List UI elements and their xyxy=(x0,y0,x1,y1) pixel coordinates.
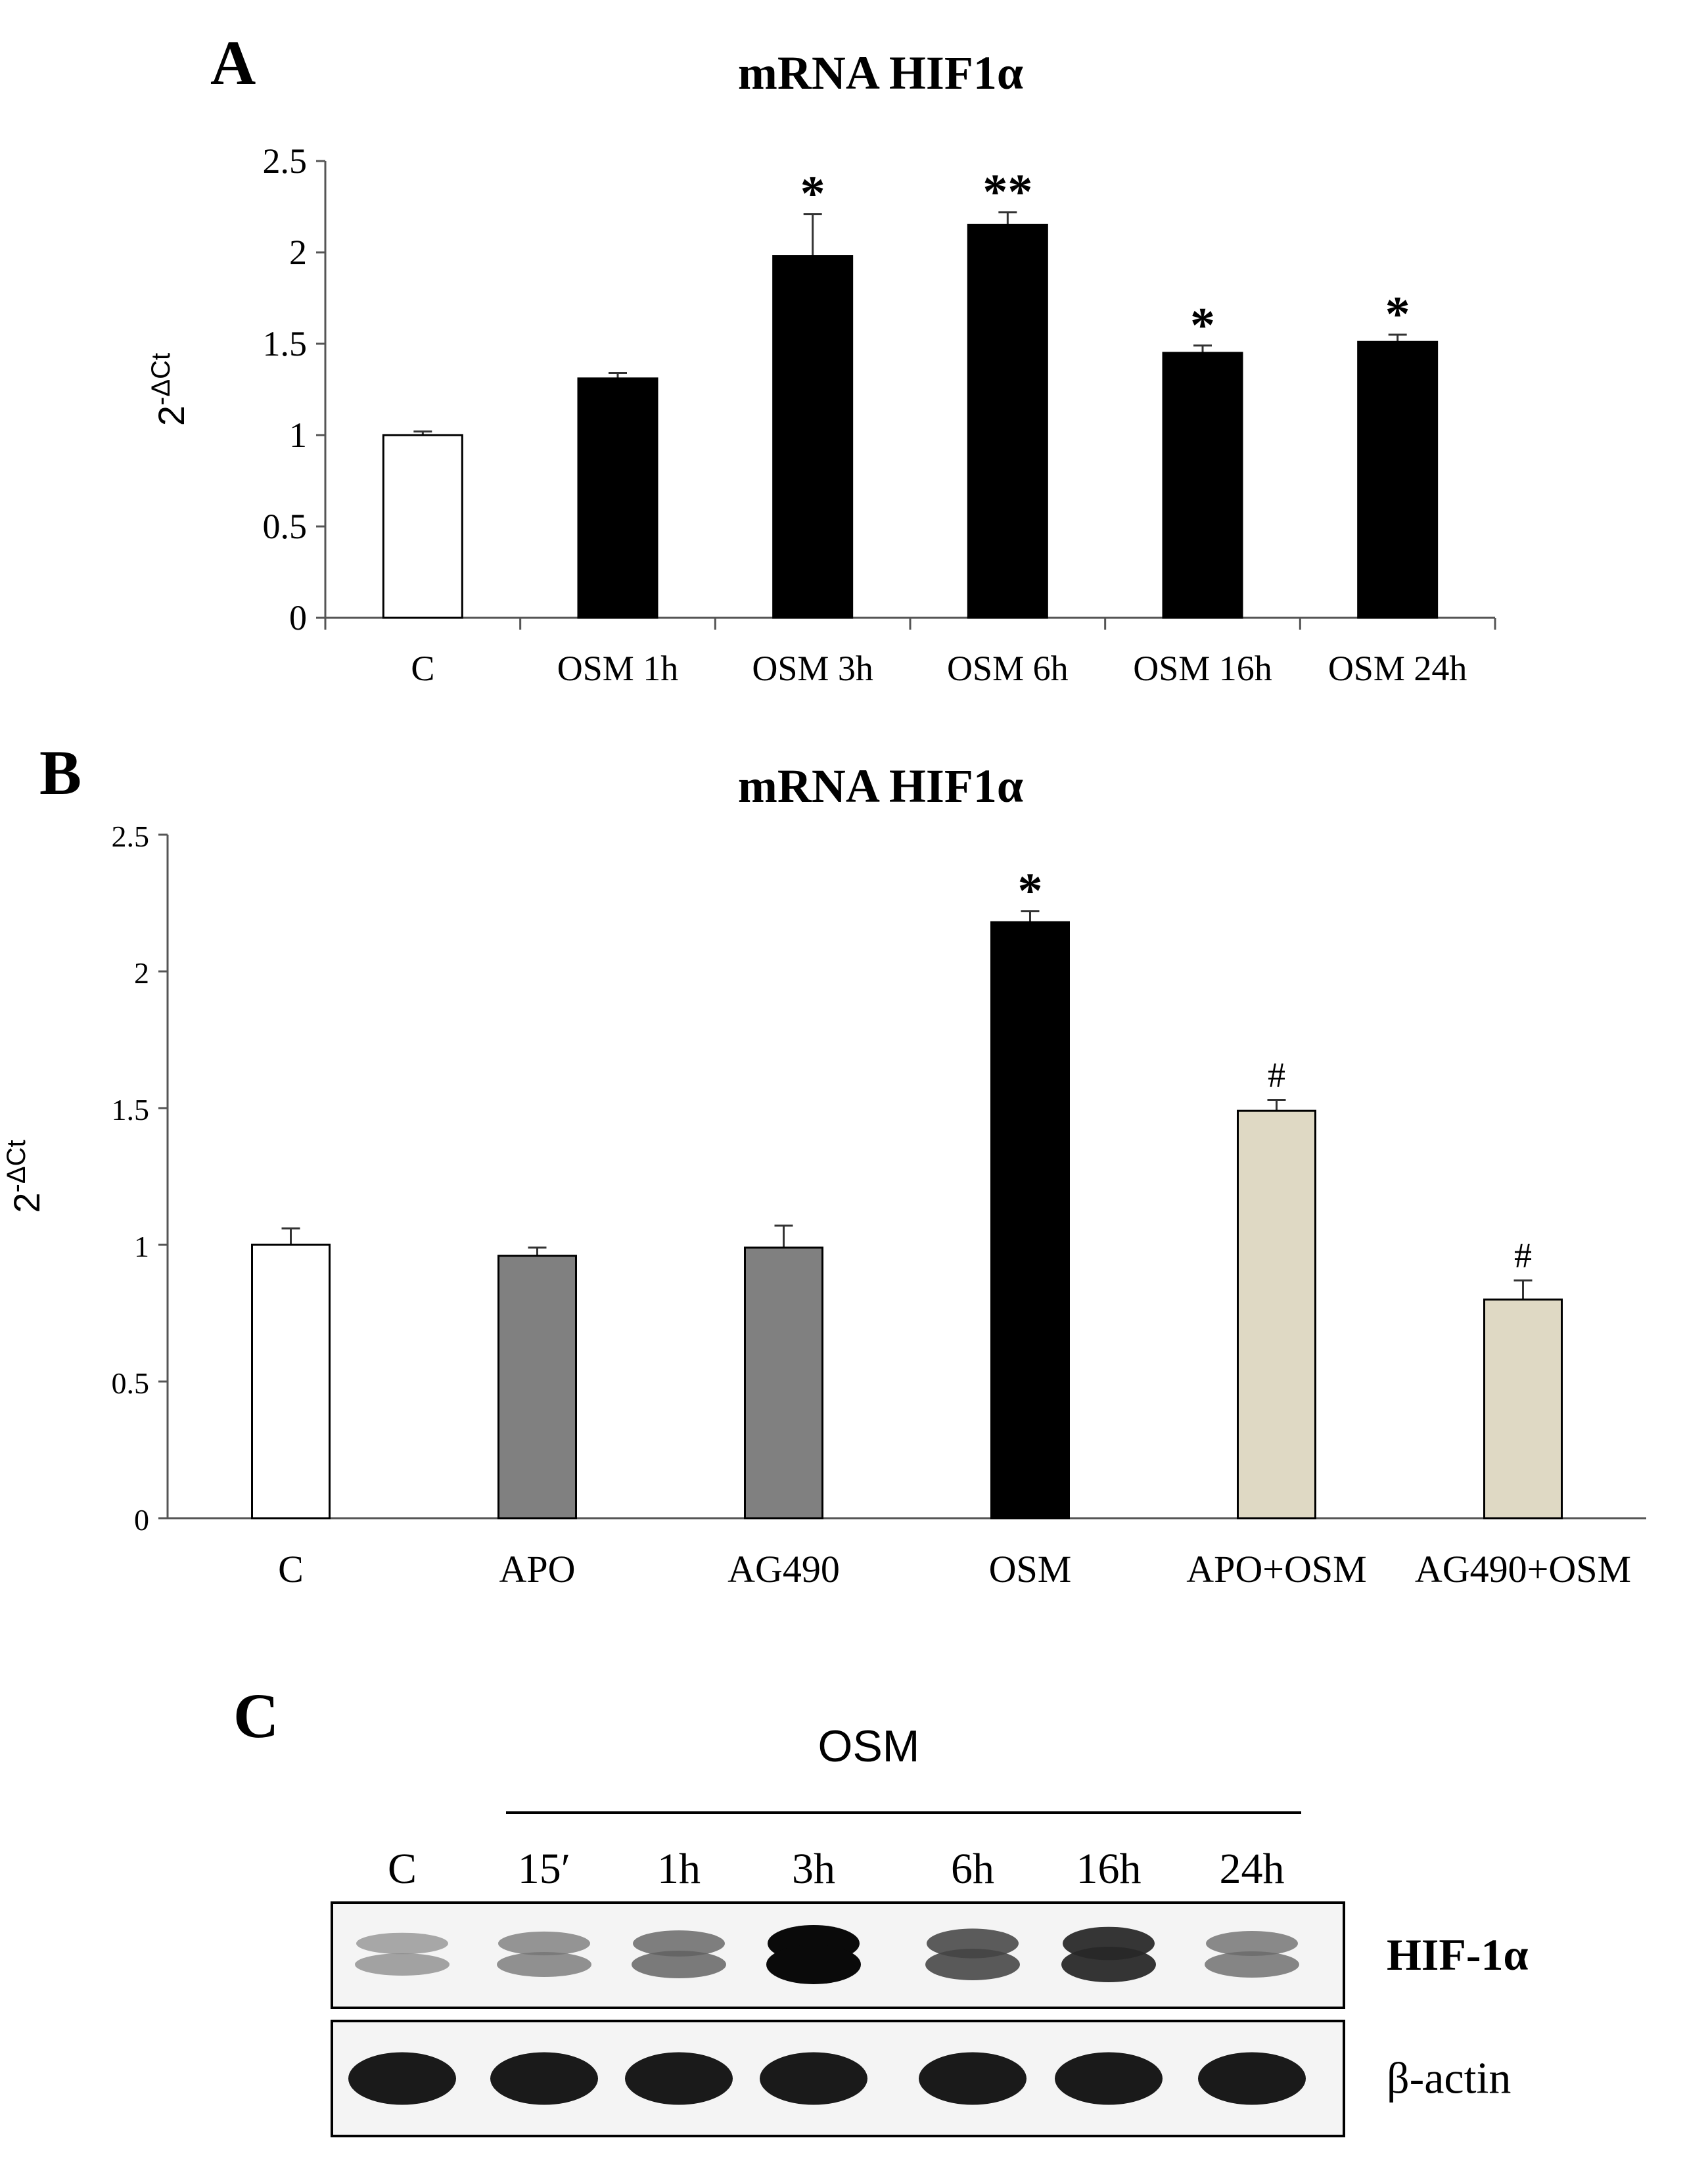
y-tick-label: 1.5 xyxy=(263,324,308,363)
x-tick-label: C xyxy=(278,1548,304,1591)
y-tick-label: 0.5 xyxy=(263,507,308,546)
significance-marker: # xyxy=(1268,1056,1285,1095)
row-label: HIF-1α xyxy=(1387,1930,1529,1980)
row-label: β-actin xyxy=(1387,2053,1511,2103)
significance-marker: * xyxy=(1190,298,1215,353)
band xyxy=(1198,2052,1306,2105)
band xyxy=(355,1953,450,1976)
chart-title: mRNA HIF1α xyxy=(738,760,1023,812)
band xyxy=(356,1932,448,1955)
x-tick-label: OSM 24h xyxy=(1328,649,1467,688)
x-tick-label: APO xyxy=(499,1548,575,1591)
x-tick-label: OSM 3h xyxy=(752,649,873,688)
lane-label: C xyxy=(388,1845,417,1893)
y-tick-label: 2 xyxy=(134,956,149,990)
bar xyxy=(497,1255,577,1520)
chart-title: mRNA HIF1α xyxy=(738,47,1023,99)
x-tick-label: C xyxy=(411,649,434,688)
y-tick-label: 0 xyxy=(289,598,307,638)
band xyxy=(760,2052,867,2105)
band xyxy=(766,1945,861,1984)
western-blot: OSM C 15′ 1h 3h 6h 16h 24h HIF-1α β-actin xyxy=(331,1721,1529,2137)
band xyxy=(1205,1951,1299,1978)
y-axis-label: 2-ΔCt xyxy=(2,1140,47,1213)
bar xyxy=(1237,1109,1316,1520)
lane-label: 6h xyxy=(951,1845,994,1893)
chart-a: mRNA HIF1α 2-ΔCt 0 0.5 1 1.5 2 2.5 C OSM 1h OSM 3h… xyxy=(147,47,1496,688)
band xyxy=(1206,1931,1298,1956)
x-tick-label: OSM 1h xyxy=(557,649,679,688)
significance-marker: ** xyxy=(982,164,1032,220)
band xyxy=(633,1930,725,1957)
y-tick-label: 1 xyxy=(289,415,307,455)
x-tick-label: OSM xyxy=(989,1548,1072,1591)
band xyxy=(497,1952,591,1977)
bar xyxy=(1483,1298,1563,1520)
x-tick-label: AG490 xyxy=(727,1548,840,1591)
bar xyxy=(1357,340,1439,619)
band xyxy=(1055,2052,1163,2105)
significance-marker: * xyxy=(1385,287,1410,342)
lane-label: 24h xyxy=(1220,1845,1285,1893)
lane-label: 15′ xyxy=(518,1845,570,1893)
band xyxy=(925,1949,1020,1980)
band xyxy=(1061,1947,1156,1982)
bar xyxy=(744,1246,823,1520)
y-tick-label: 1.5 xyxy=(112,1093,150,1127)
bar xyxy=(1162,352,1243,619)
bar xyxy=(382,434,463,619)
lane-label: 1h xyxy=(657,1845,701,1893)
band xyxy=(632,1951,726,1978)
band xyxy=(490,2052,598,2105)
significance-marker: # xyxy=(1514,1236,1532,1275)
group-label: OSM xyxy=(818,1721,920,1771)
x-tick-label: APO+OSM xyxy=(1186,1548,1366,1591)
lane-label: 16h xyxy=(1076,1845,1142,1893)
bar xyxy=(772,255,854,619)
band xyxy=(348,2052,456,2105)
band xyxy=(919,2052,1027,2105)
band xyxy=(498,1931,590,1956)
bar xyxy=(990,921,1070,1520)
bar xyxy=(251,1243,331,1520)
chart-b: mRNA HIF1α 2-ΔCt 0 0.5 1 1.5 2 2.5 C APO AG490 OSM *… xyxy=(2,760,1646,1591)
band xyxy=(625,2052,733,2105)
y-tick-label: 1 xyxy=(134,1230,149,1263)
panel-label-c: C xyxy=(233,1681,279,1751)
y-tick-label: 0.5 xyxy=(112,1366,150,1400)
panel-label-b: B xyxy=(39,737,82,808)
bar xyxy=(577,377,658,619)
lane-label: 3h xyxy=(792,1845,835,1893)
x-tick-label: OSM 16h xyxy=(1133,649,1272,688)
significance-marker: * xyxy=(1018,863,1043,918)
bar xyxy=(967,223,1048,619)
y-tick-label: 0 xyxy=(134,1503,149,1537)
x-tick-label: OSM 6h xyxy=(947,649,1069,688)
y-tick-label: 2.5 xyxy=(112,820,150,853)
panel-label-a: A xyxy=(210,28,256,98)
significance-marker: * xyxy=(800,166,825,221)
y-tick-label: 2.5 xyxy=(263,141,308,181)
x-tick-label: AG490+OSM xyxy=(1415,1548,1631,1591)
y-axis-label: 2-ΔCt xyxy=(147,353,192,426)
y-tick-label: 2 xyxy=(289,233,307,272)
